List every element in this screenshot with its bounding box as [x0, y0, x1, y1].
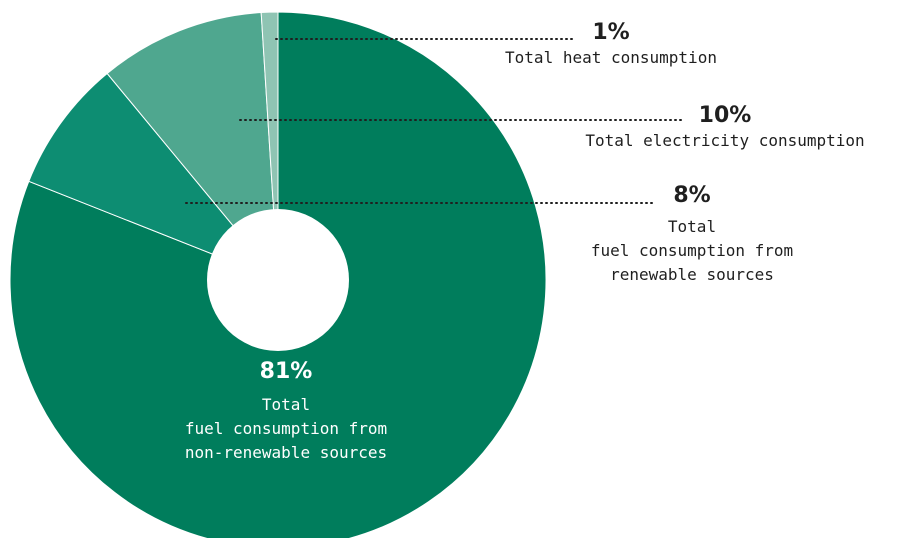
slice-label-3-line-0: Total heat consumption: [505, 48, 717, 67]
slice-percent-label-1: 8%: [673, 183, 710, 208]
slice-label-1-line-0: Total: [668, 217, 716, 236]
slice-percent-label-0: 81%: [260, 359, 313, 384]
slice-labels: 81% Total fuel consumption from non-renewab…: [185, 20, 865, 462]
donut-slice-2: [106, 11, 279, 282]
leader-lines: [185, 38, 685, 204]
slice-label-2-line-0: Total electricity consumption: [585, 131, 864, 150]
slice-label-0-line-2: non-renewable sources: [185, 443, 387, 462]
slice-label-0-line-0: Total: [262, 395, 310, 414]
donut-hole: [207, 209, 349, 351]
slice-percent-label-3: 1%: [592, 20, 629, 45]
slice-label-1-line-1: fuel consumption from: [591, 241, 793, 260]
slice-percent-label-2: 10%: [699, 103, 752, 128]
slice-label-0-line-1: fuel consumption from: [185, 419, 387, 438]
slice-label-1-line-2: renewable sources: [610, 265, 774, 284]
donut-slice-1: [28, 72, 279, 281]
